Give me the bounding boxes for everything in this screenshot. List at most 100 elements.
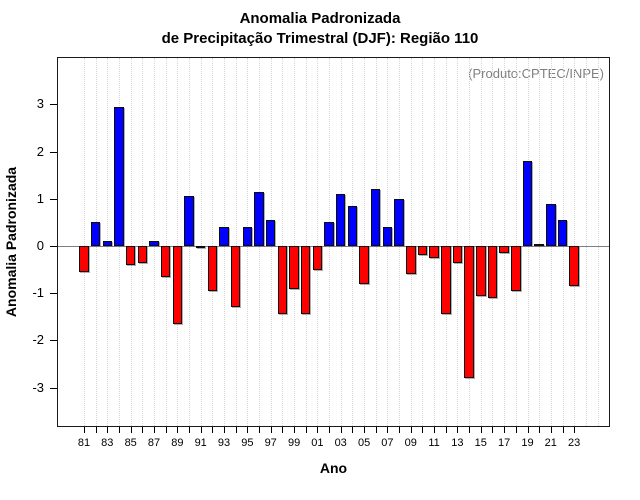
x-tick: [539, 427, 541, 433]
x-tick-label: 23: [567, 437, 581, 449]
gridline: [445, 58, 447, 426]
x-tick: [294, 427, 296, 433]
gridline: [294, 58, 296, 426]
gridline: [597, 58, 599, 426]
bar-23: [569, 246, 579, 287]
x-tick: [422, 427, 424, 433]
x-tick-label: 93: [217, 437, 231, 449]
x-tick: [235, 427, 237, 433]
x-tick: [399, 427, 401, 433]
bar-87: [149, 241, 159, 246]
bar-00: [300, 246, 311, 315]
x-tick-label: 19: [521, 437, 534, 449]
x-tick: [515, 427, 517, 433]
x-axis-title: Ano: [319, 460, 348, 476]
bar-97: [265, 220, 276, 246]
x-tick: [574, 427, 576, 433]
x-tick: [189, 427, 190, 433]
gridline: [305, 58, 307, 426]
x-tick: [527, 427, 529, 433]
bar-21: [546, 203, 556, 246]
bar-03: [335, 194, 346, 246]
x-tick-label: 87: [147, 437, 161, 449]
gridline: [492, 58, 494, 426]
gridline: [142, 58, 144, 426]
bar-98: [277, 246, 288, 315]
y-tick: [50, 198, 57, 200]
x-tick: [317, 427, 319, 433]
x-tick-label: 21: [544, 437, 557, 449]
x-tick: [375, 427, 377, 433]
x-tick: [119, 427, 120, 433]
x-tick: [95, 427, 97, 433]
x-tick: [445, 427, 447, 433]
bar-16: [487, 246, 498, 298]
bar-95: [242, 227, 253, 246]
bar-90: [184, 196, 194, 246]
x-tick: [270, 427, 272, 433]
x-tick: [387, 427, 389, 433]
bar-81: [79, 246, 89, 272]
x-tick-label: 05: [357, 437, 371, 449]
gridline: [165, 58, 167, 426]
gridline: [130, 58, 132, 426]
source-annotation: (Produto:CPTEC/INPE): [468, 66, 604, 81]
x-tick-label: 13: [451, 437, 464, 449]
bar-14: [464, 246, 474, 379]
x-tick-label: 95: [241, 437, 254, 449]
x-tick: [282, 427, 284, 433]
bar-84: [114, 106, 124, 246]
x-tick: [457, 427, 459, 433]
plot-area: (Produto:CPTEC/INPE): [57, 57, 610, 427]
x-tick-label: 03: [334, 437, 347, 449]
x-tick: [130, 427, 132, 433]
x-tick: [177, 427, 179, 433]
bar-05: [359, 246, 369, 284]
y-tick-label: -3: [32, 379, 44, 395]
bar-11: [429, 246, 439, 258]
bar-96: [254, 191, 264, 246]
bar-17: [499, 246, 509, 254]
bar-12: [441, 246, 451, 315]
gridline: [410, 58, 412, 426]
x-tick: [247, 427, 249, 433]
bar-91: [195, 246, 206, 249]
y-tick-label: 2: [36, 143, 44, 159]
y-tick: [50, 104, 57, 106]
bar-19: [522, 161, 533, 246]
x-tick: [469, 427, 471, 433]
chart-title-line1: Anomalia Padronizada: [239, 10, 401, 27]
y-tick: [50, 340, 57, 342]
gridline: [585, 58, 587, 426]
y-tick-label: 0: [36, 238, 44, 253]
bar-20: [534, 243, 544, 246]
x-tick: [492, 427, 494, 433]
bar-08: [394, 198, 404, 246]
zero-line: [58, 246, 609, 247]
gridline: [84, 58, 85, 426]
y-tick: [50, 151, 57, 153]
x-tick-label: 99: [287, 437, 301, 449]
bar-02: [324, 222, 334, 246]
bar-99: [289, 246, 299, 289]
bar-83: [102, 241, 113, 246]
x-tick: [329, 427, 331, 433]
bar-10: [417, 246, 428, 256]
gridline: [434, 58, 436, 426]
gridline: [480, 58, 482, 426]
bar-18: [511, 246, 521, 291]
x-tick: [410, 427, 412, 433]
x-tick-label: 17: [497, 437, 511, 449]
y-tick: [50, 246, 57, 247]
x-tick: [200, 427, 202, 433]
bar-09: [406, 246, 416, 275]
x-tick: [352, 427, 354, 433]
x-tick-label: 15: [474, 437, 487, 449]
gridline: [364, 58, 366, 426]
gridline: [469, 58, 471, 426]
x-tick-label: 85: [124, 437, 137, 449]
bar-22: [557, 220, 568, 246]
x-tick-label: 89: [171, 437, 184, 449]
x-tick: [434, 427, 436, 433]
y-tick-label: 3: [36, 96, 44, 112]
